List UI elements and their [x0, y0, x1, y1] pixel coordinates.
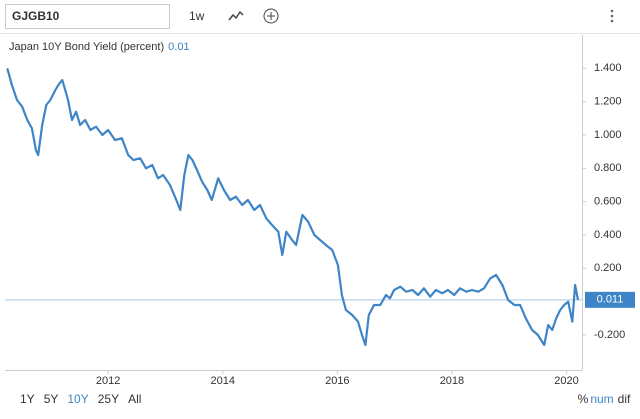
- legend-name: Japan 10Y Bond Yield (percent): [9, 41, 164, 53]
- y-tick-label: 0.600: [594, 196, 622, 208]
- range-button[interactable]: 25Y: [98, 392, 119, 406]
- range-button[interactable]: 10Y: [67, 392, 88, 406]
- x-tick-label: 2012: [96, 375, 120, 387]
- y-tick-label: 1.000: [594, 129, 622, 141]
- y-tick-label: -0.200: [594, 329, 625, 341]
- y-tick-label: 1.400: [594, 62, 622, 74]
- y-tick-label: 1.200: [594, 96, 622, 108]
- range-button[interactable]: 1Y: [20, 392, 35, 406]
- x-tick-label: 2018: [440, 375, 464, 387]
- menu-icon[interactable]: [610, 9, 614, 23]
- range-button[interactable]: 5Y: [44, 392, 59, 406]
- unit-button[interactable]: dif: [618, 392, 631, 406]
- symbol-input[interactable]: [5, 4, 170, 29]
- y-tick-label: 0.800: [594, 162, 622, 174]
- add-icon[interactable]: [263, 8, 279, 24]
- unit-button[interactable]: %: [578, 392, 589, 406]
- last-value-box: [585, 291, 635, 308]
- x-tick-label: 2016: [325, 375, 349, 387]
- y-tick-label: 0.200: [594, 262, 622, 274]
- y-tick-label: 0.400: [594, 229, 622, 241]
- add-icon-plus: [267, 12, 275, 20]
- symbol: GJGB10: [12, 9, 60, 23]
- interval[interactable]: 1w: [189, 9, 205, 23]
- chart-type-icon[interactable]: [228, 10, 244, 21]
- range-button[interactable]: All: [128, 392, 141, 406]
- legend-value: 0.01: [168, 41, 189, 53]
- unit-button[interactable]: num: [590, 392, 613, 406]
- line-series: [6, 68, 580, 347]
- x-tick-label: 2020: [554, 375, 578, 387]
- last-value-label: 0.011: [597, 294, 624, 306]
- x-tick-label: 2014: [210, 375, 234, 387]
